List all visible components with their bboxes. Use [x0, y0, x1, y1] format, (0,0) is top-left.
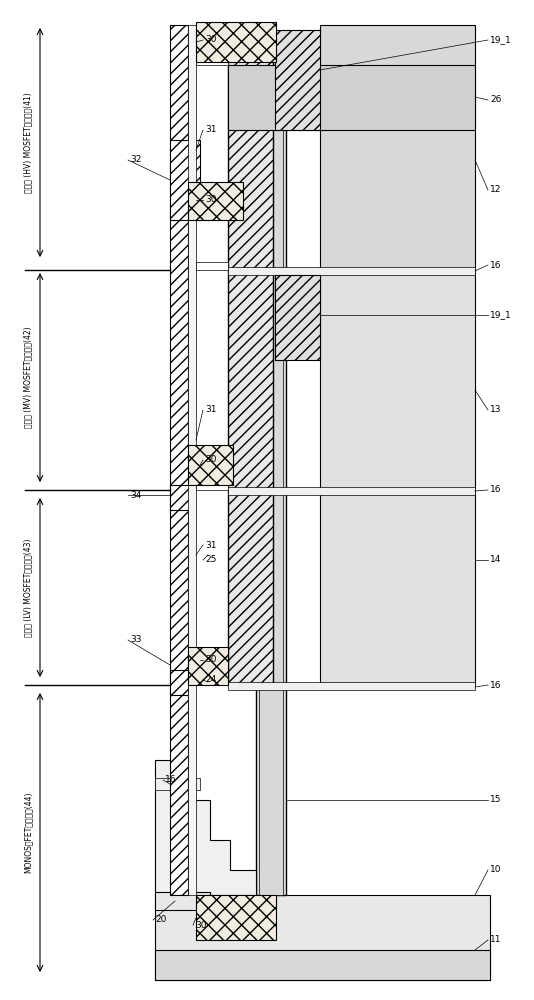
Bar: [228, 25, 273, 270]
Text: 31: 31: [205, 406, 216, 414]
Text: 34: 34: [130, 490, 142, 499]
Text: 31: 31: [205, 540, 216, 550]
Bar: [228, 65, 475, 130]
Bar: [155, 892, 210, 910]
Text: 33: 33: [130, 636, 142, 645]
Bar: [228, 490, 273, 685]
Text: 30: 30: [195, 920, 207, 930]
Text: MONOS型FET形成区域(44): MONOS型FET形成区域(44): [23, 792, 33, 873]
Bar: [196, 22, 276, 62]
Bar: [320, 25, 475, 270]
Bar: [155, 778, 200, 790]
Text: 31: 31: [205, 125, 216, 134]
Bar: [196, 677, 228, 685]
Bar: [196, 895, 276, 940]
Bar: [170, 140, 200, 220]
Text: 30: 30: [205, 196, 216, 205]
Text: 中耐压 (MV) MOSFET形成区域(42): 中耐压 (MV) MOSFET形成区域(42): [23, 327, 33, 428]
Text: 25: 25: [205, 556, 216, 564]
Bar: [170, 25, 188, 895]
Polygon shape: [155, 760, 256, 895]
Text: 19_1: 19_1: [490, 310, 512, 320]
Bar: [170, 485, 192, 510]
Text: 30: 30: [205, 656, 216, 664]
Text: 12: 12: [490, 186, 501, 194]
Text: 30: 30: [205, 35, 216, 44]
Text: 16: 16: [165, 776, 177, 784]
Text: 11: 11: [490, 936, 501, 944]
Bar: [170, 670, 188, 695]
Text: 13: 13: [490, 406, 501, 414]
Bar: [320, 490, 475, 685]
Text: 16: 16: [490, 260, 501, 269]
Bar: [188, 182, 243, 220]
Bar: [228, 682, 475, 690]
Bar: [228, 487, 475, 495]
Bar: [259, 65, 283, 895]
Bar: [320, 270, 475, 490]
Text: 低耐压 (LV) MOSFET形成区域(43): 低耐压 (LV) MOSFET形成区域(43): [23, 538, 33, 637]
Text: 19_1: 19_1: [490, 35, 512, 44]
Text: 16: 16: [490, 486, 501, 494]
Bar: [196, 262, 228, 270]
Text: 26: 26: [490, 96, 501, 104]
Bar: [275, 30, 320, 130]
Text: 20: 20: [155, 916, 167, 924]
Text: 30: 30: [205, 456, 216, 464]
Bar: [188, 25, 196, 895]
Bar: [228, 267, 475, 275]
Text: 14: 14: [490, 556, 501, 564]
Bar: [196, 57, 228, 65]
Bar: [155, 950, 490, 980]
Bar: [228, 270, 273, 490]
Text: 16: 16: [490, 680, 501, 690]
Bar: [188, 647, 228, 685]
Text: 高耐压 (HV) MOSFET形成区域(41): 高耐压 (HV) MOSFET形成区域(41): [23, 92, 33, 193]
Text: 10: 10: [490, 865, 501, 874]
Bar: [155, 895, 490, 980]
Bar: [196, 482, 228, 490]
Text: 32: 32: [130, 155, 142, 164]
Bar: [256, 65, 286, 895]
Text: 24: 24: [205, 676, 216, 684]
Bar: [188, 445, 233, 485]
Text: 15: 15: [490, 796, 501, 804]
Bar: [275, 275, 320, 360]
